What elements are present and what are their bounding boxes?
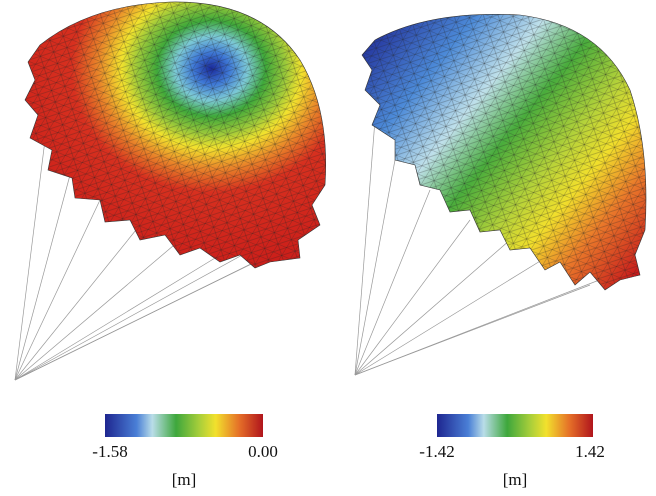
parachute-left — [15, 2, 326, 380]
colorbar-unit: [m] — [503, 470, 528, 489]
colorbar-min: -1.42 — [419, 442, 454, 461]
colorbar-max: 1.42 — [575, 442, 605, 461]
colorbar — [105, 414, 263, 437]
colorbar-unit: [m] — [172, 470, 197, 489]
parachute-right — [355, 14, 646, 375]
figure: -1.58 0.00 [m] -1.42 1.42 [m] — [0, 0, 656, 496]
colorbar-min: -1.58 — [92, 442, 127, 461]
colorbar — [437, 414, 593, 437]
colorbar-max: 0.00 — [248, 442, 278, 461]
canopy-mesh — [362, 14, 646, 290]
canopy-mesh — [25, 2, 326, 268]
